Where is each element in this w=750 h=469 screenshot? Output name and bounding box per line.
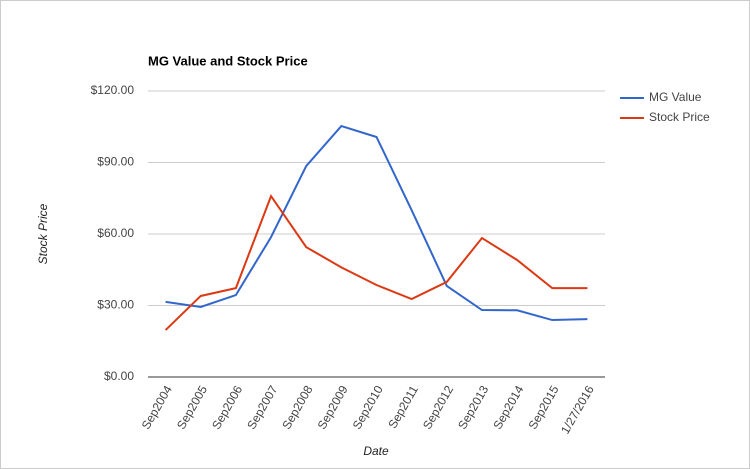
y-tick-label: $90.00: [97, 155, 134, 169]
y-tick-label: $120.00: [91, 83, 135, 97]
line-series: [164, 193, 588, 331]
legend-label: MG Value: [649, 90, 702, 104]
y-tick-label: $0.00: [104, 369, 134, 383]
y-axis-title: Stock Price: [36, 203, 50, 264]
chart-title: MG Value and Stock Price: [148, 53, 308, 68]
y-tick-label: $60.00: [97, 226, 134, 240]
x-axis-title: Date: [363, 444, 389, 458]
y-tick-label: $30.00: [97, 298, 134, 312]
line-series: [165, 124, 588, 322]
legend-label: Stock Price: [649, 110, 710, 124]
